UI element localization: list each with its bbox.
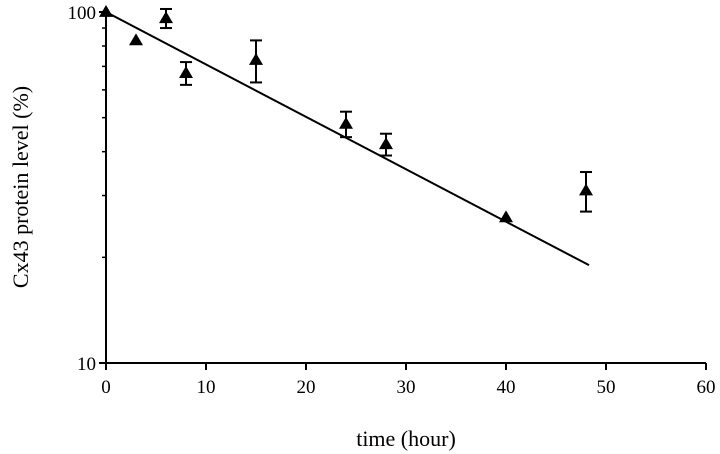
fit-line [105, 11, 590, 267]
data-point [129, 33, 143, 46]
data-point [339, 116, 353, 129]
data-point [379, 137, 393, 150]
y-axis-label: Cx43 protein level (%) [8, 86, 33, 288]
fit-line-group [105, 11, 590, 267]
x-tick-label: 50 [597, 377, 616, 398]
x-tick-label: 40 [497, 377, 516, 398]
data-point [499, 210, 513, 223]
x-tick-label: 0 [101, 377, 111, 398]
x-tick-label: 10 [197, 377, 216, 398]
data-point [249, 52, 263, 65]
x-tick-label: 60 [697, 377, 716, 398]
data-point [179, 66, 193, 78]
data-point [159, 11, 173, 24]
data-points [99, 5, 593, 223]
y-tick-label: 100 [68, 3, 97, 24]
error-bars [160, 7, 592, 213]
y-tick-label: 10 [77, 354, 96, 375]
data-point [579, 183, 593, 196]
x-axis-label: time (hour) [356, 426, 456, 451]
axes [99, 8, 707, 370]
x-tick-label: 20 [297, 377, 316, 398]
x-tick-label: 30 [397, 377, 416, 398]
data-point [99, 5, 113, 17]
